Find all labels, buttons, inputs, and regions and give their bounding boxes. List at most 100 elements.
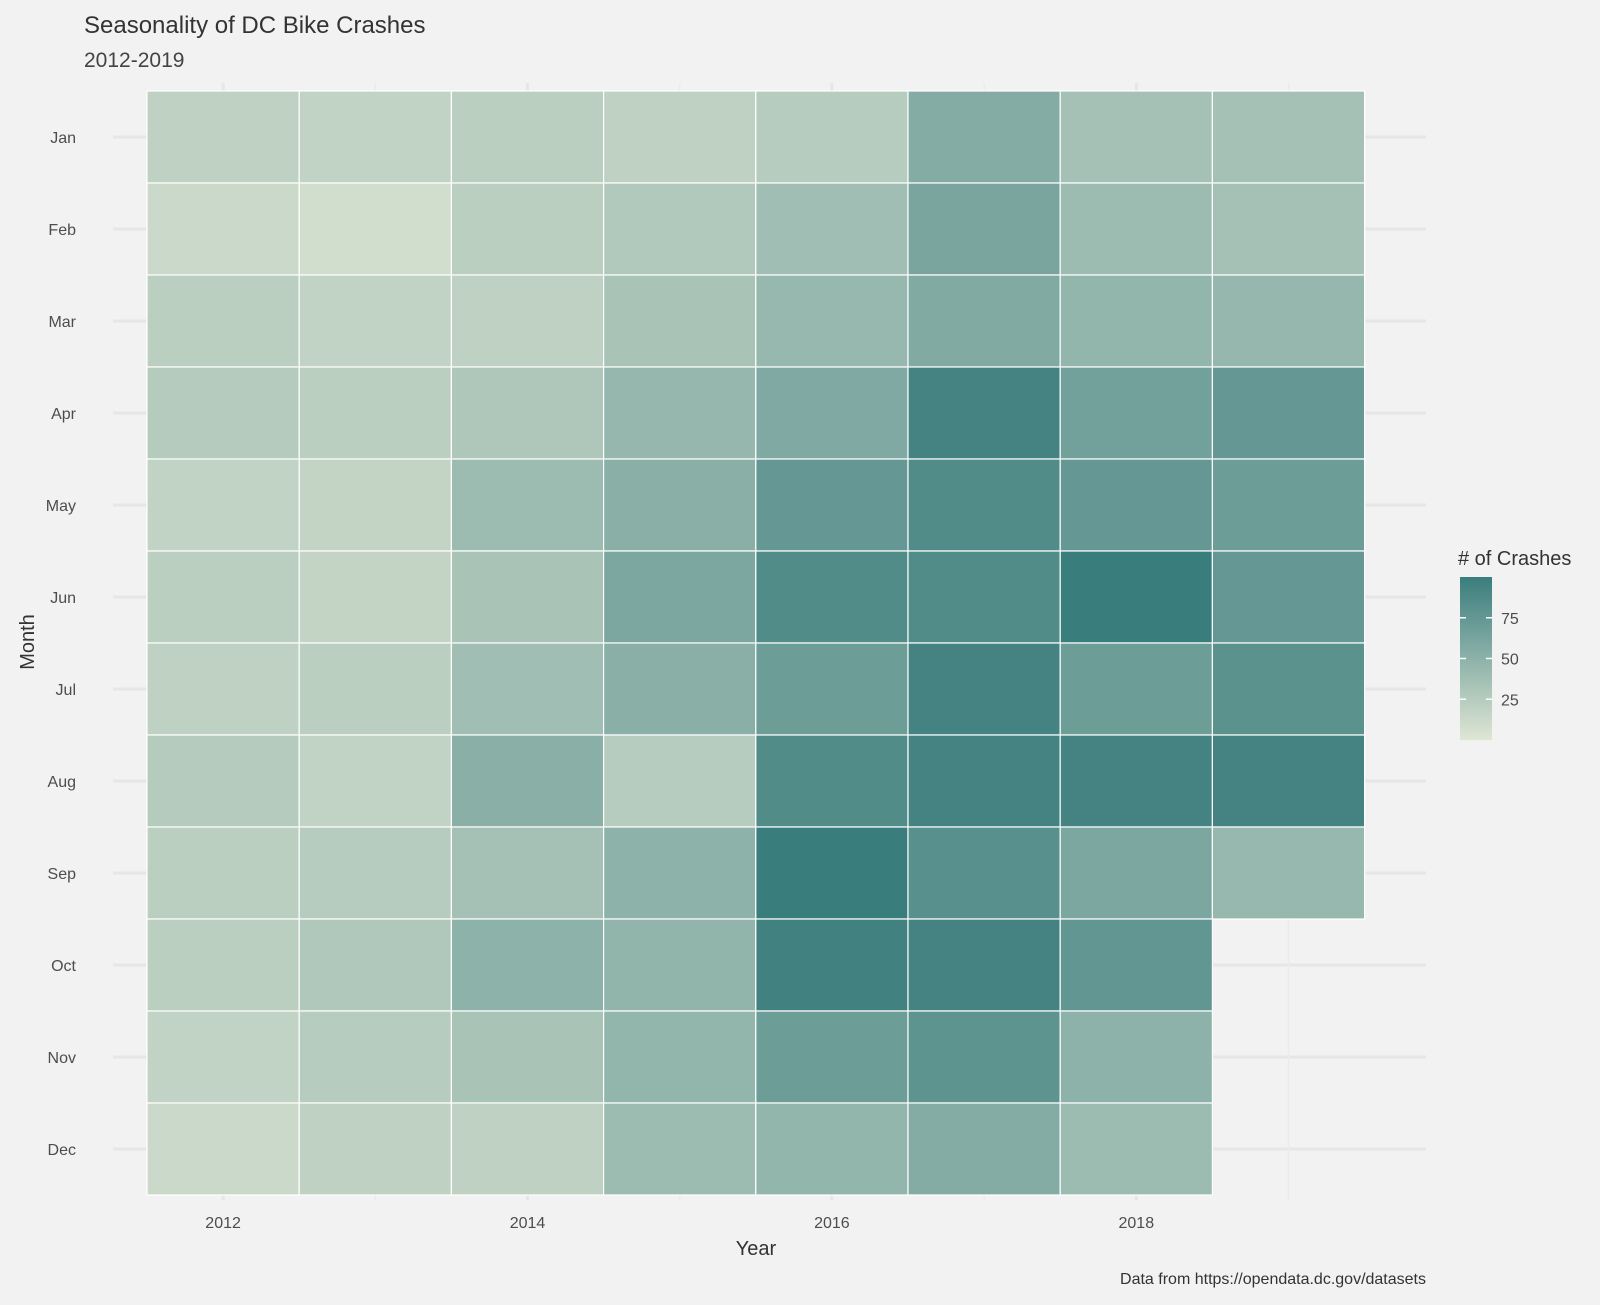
y-axis-ticks: Jan Feb Mar Apr May Jun Jul Aug Sep Oct Nov Dec: [46, 130, 77, 1159]
heatmap-cell-jul-2019: [1211, 642, 1366, 736]
heatmap-cell-may-2013: [298, 458, 453, 552]
y-tick-label: Nov: [48, 1050, 76, 1067]
y-tick-label: Apr: [51, 406, 77, 423]
chart-subtitle: 2012-2019: [84, 49, 184, 72]
heatmap-cell-jan-2016: [755, 90, 909, 184]
y-tick-label: Feb: [48, 222, 76, 239]
heatmap-cell-sep-2014: [450, 826, 605, 920]
heatmap-cell-jul-2017: [907, 642, 1061, 736]
heatmap-cell-apr-2012: [146, 366, 300, 460]
heatmap-cells: [146, 90, 1366, 1196]
heatmap-cell-jul-2016: [755, 642, 909, 736]
heatmap-cell-apr-2014: [450, 366, 605, 460]
heatmap-cell-apr-2016: [755, 366, 909, 460]
heatmap-cell-mar-2019: [1211, 274, 1366, 368]
heatmap-cell-jul-2018: [1059, 642, 1213, 736]
heatmap-cell-may-2012: [146, 458, 300, 552]
heatmap-cell-aug-2019: [1211, 734, 1366, 828]
y-tick-label: Aug: [48, 774, 76, 791]
heatmap-cell-nov-2018: [1059, 1010, 1213, 1104]
heatmap-cell-oct-2016: [755, 918, 909, 1012]
heatmap-cell-may-2017: [907, 458, 1061, 552]
heatmap-cell-may-2016: [755, 458, 909, 552]
heatmap-cell-sep-2015: [602, 826, 757, 920]
color-legend: # of Crashes 25 50 75: [1458, 548, 1571, 740]
heatmap-cell-may-2018: [1059, 458, 1213, 552]
x-tick-label: 2018: [1119, 1215, 1155, 1232]
heatmap-cell-feb-2012: [146, 182, 300, 276]
heatmap-cell-jun-2016: [755, 550, 909, 644]
heatmap-cell-aug-2015: [602, 734, 757, 828]
heatmap-cell-dec-2012: [146, 1102, 300, 1196]
legend-title: # of Crashes: [1458, 548, 1571, 570]
y-tick-label: May: [46, 498, 76, 515]
heatmap-cell-feb-2019: [1211, 182, 1366, 276]
heatmap-cell-feb-2017: [907, 182, 1061, 276]
heatmap-cell-dec-2015: [602, 1102, 757, 1196]
heatmap-cell-mar-2017: [907, 274, 1061, 368]
y-tick-label: Jul: [56, 682, 76, 699]
heatmap-cell-jan-2015: [602, 90, 757, 184]
heatmap-cell-jul-2013: [298, 642, 453, 736]
heatmap-cell-jan-2013: [298, 90, 453, 184]
heatmap-cell-jun-2014: [450, 550, 605, 644]
heatmap-cell-oct-2013: [298, 918, 453, 1012]
x-axis-title: Year: [736, 1238, 777, 1260]
heatmap-cell-jun-2018: [1059, 550, 1213, 644]
heatmap-cell-mar-2015: [602, 274, 757, 368]
legend-tick-label: 75: [1501, 611, 1519, 628]
y-tick-label: Mar: [48, 314, 76, 331]
heatmap-cell-oct-2015: [602, 918, 757, 1012]
heatmap-cell-jul-2015: [602, 642, 757, 736]
heatmap-cell-aug-2014: [450, 734, 605, 828]
heatmap-cell-jun-2015: [602, 550, 757, 644]
heatmap-cell-apr-2013: [298, 366, 453, 460]
heatmap-cell-dec-2016: [755, 1102, 909, 1196]
heatmap-cell-mar-2012: [146, 274, 300, 368]
heatmap-cell-may-2014: [450, 458, 605, 552]
heatmap-cell-dec-2017: [907, 1102, 1061, 1196]
heatmap-cell-oct-2018: [1059, 918, 1213, 1012]
heatmap-cell-jun-2019: [1211, 550, 1366, 644]
heatmap-cell-oct-2017: [907, 918, 1061, 1012]
heatmap-cell-may-2015: [602, 458, 757, 552]
heatmap-cell-oct-2014: [450, 918, 605, 1012]
heatmap-cell-jan-2019: [1211, 90, 1366, 184]
heatmap-cell-feb-2016: [755, 182, 909, 276]
heatmap-cell-may-2019: [1211, 458, 1366, 552]
heatmap-cell-sep-2012: [146, 826, 300, 920]
heatmap-cell-jan-2014: [450, 90, 605, 184]
heatmap-cell-nov-2016: [755, 1010, 909, 1104]
y-tick-label: Oct: [51, 958, 76, 975]
heatmap-cell-mar-2013: [298, 274, 453, 368]
legend-tick-label: 25: [1501, 692, 1519, 709]
y-axis-title: Month: [17, 614, 39, 670]
x-tick-label: 2012: [205, 1215, 241, 1232]
heatmap-cell-sep-2018: [1059, 826, 1213, 920]
legend-ticks: 25 50 75: [1460, 611, 1519, 709]
heatmap-cell-jun-2012: [146, 550, 300, 644]
y-tick-label: Jan: [50, 130, 76, 147]
heatmap-cell-apr-2019: [1211, 366, 1366, 460]
x-axis-ticks: 2012 2014 2016 2018: [205, 1215, 1154, 1232]
heatmap-cell-jan-2012: [146, 90, 300, 184]
heatmap-cell-nov-2012: [146, 1010, 300, 1104]
heatmap-cell-jul-2014: [450, 642, 605, 736]
heatmap-cell-dec-2013: [298, 1102, 453, 1196]
heatmap-cell-aug-2013: [298, 734, 453, 828]
y-tick-label: Sep: [48, 866, 77, 883]
heatmap-cell-dec-2014: [450, 1102, 605, 1196]
heatmap-cell-sep-2017: [907, 826, 1061, 920]
x-tick-label: 2016: [814, 1215, 850, 1232]
y-tick-label: Jun: [50, 590, 76, 607]
heatmap-cell-oct-2012: [146, 918, 300, 1012]
heatmap-cell-jan-2017: [907, 90, 1061, 184]
heatmap-cell-aug-2017: [907, 734, 1061, 828]
chart-caption: Data from https://opendata.dc.gov/datase…: [1120, 1271, 1426, 1288]
heatmap-cell-feb-2015: [602, 182, 757, 276]
heatmap-cell-aug-2018: [1059, 734, 1213, 828]
heatmap-cell-apr-2015: [602, 366, 757, 460]
heatmap-cell-feb-2014: [450, 182, 605, 276]
heatmap-cell-dec-2018: [1059, 1102, 1213, 1196]
